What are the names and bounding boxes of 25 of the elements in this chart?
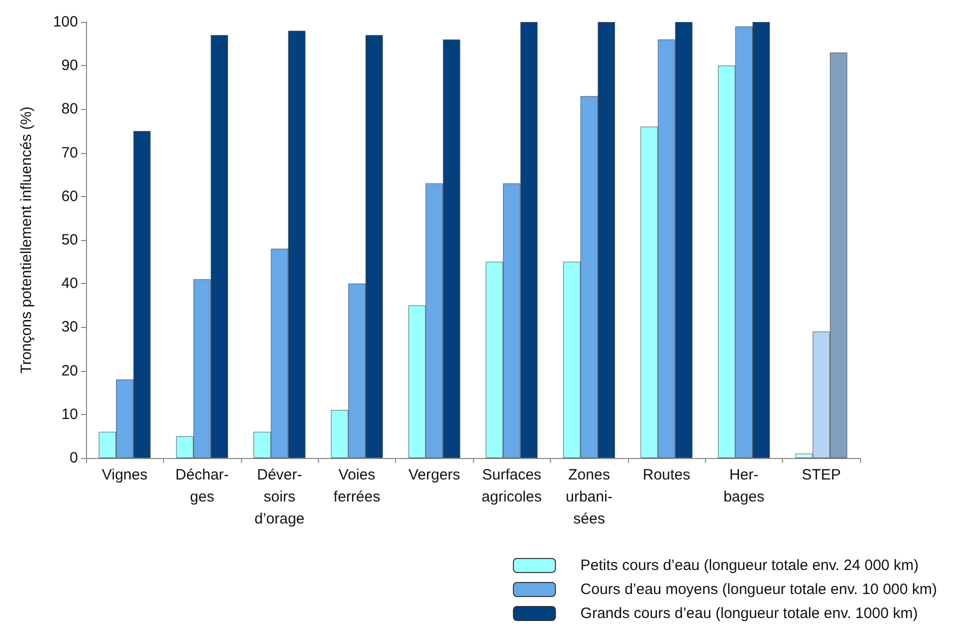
y-tick-label: 80 <box>61 100 78 118</box>
x-tick-label: Vignes <box>102 466 148 484</box>
y-tick-label: 90 <box>61 57 78 74</box>
x-tick-label: Voies ferrées <box>334 466 380 506</box>
y-tick-label: 10 <box>61 406 78 423</box>
y-tick-label: 40 <box>61 275 78 292</box>
y-tick-label: 30 <box>61 318 78 336</box>
x-tick-label: Zones urbani- sées <box>566 466 612 528</box>
x-tick-label: Vergers <box>408 466 460 484</box>
legend-label: Cours d’eau moyens (longueur totale env. 10 000 km) <box>580 581 938 598</box>
x-tick-label: STEP <box>802 466 841 484</box>
y-tick-label: 70 <box>61 144 78 162</box>
x-tick-label: Déchar- ges <box>175 466 229 506</box>
x-tick-label: Her- bages <box>723 466 764 506</box>
y-tick-label: 0 <box>70 450 78 466</box>
y-tick-label: 20 <box>61 362 78 380</box>
legend-label: Petits cours d’eau (longueur totale env. 24 000 km) <box>580 557 919 574</box>
x-tick-label: Déver- soirs d’orage <box>254 466 305 528</box>
y-tick-label: 60 <box>61 188 78 205</box>
legend-label: Grands cours d’eau (longueur totale env. 1000 km) <box>580 605 918 622</box>
y-tick-label: 50 <box>61 232 78 248</box>
x-tick-label: Routes <box>642 466 690 484</box>
y-tick-label: 100 <box>52 14 78 30</box>
x-tick-label: Surfaces agricoles <box>482 466 542 506</box>
y-axis-title: Tronçons potentiellement influencés (%) <box>18 106 35 374</box>
